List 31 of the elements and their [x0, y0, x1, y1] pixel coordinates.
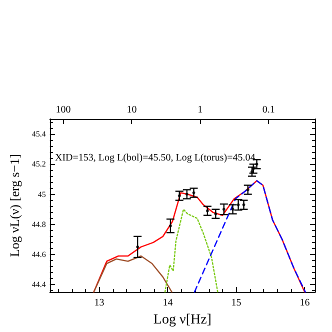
y-tick-label: 44.4: [32, 280, 46, 290]
y-tick-label: 45.4: [32, 130, 46, 139]
point: [242, 203, 246, 206]
x2-tick-label: 1: [198, 104, 203, 116]
line-series: [194, 180, 306, 293]
annotation: XID=153, Log L(bol)=45.50, Log L(torus)=45.04: [55, 152, 256, 164]
y-axis-title: Log νL(ν) [erg s−1]: [7, 154, 22, 258]
line-series: [164, 208, 218, 293]
point: [185, 192, 188, 196]
x-tick-label: 13: [94, 298, 104, 309]
x-tick-label: 15: [231, 298, 242, 309]
x2-tick-label: 10: [126, 104, 137, 116]
point: [192, 191, 196, 194]
x-tick-label: 14: [162, 298, 173, 309]
y-tick-label: 45.2: [32, 160, 46, 169]
point: [168, 224, 172, 228]
y-tick-label: 44.6: [32, 250, 46, 259]
line-series: [93, 255, 172, 293]
x-tick-label: 16: [300, 298, 310, 309]
point: [136, 245, 140, 248]
x2-tick-label: 100: [56, 104, 71, 116]
point: [214, 212, 218, 216]
point: [222, 208, 226, 211]
point: [231, 208, 234, 211]
y-tick-label: 44.8: [32, 220, 46, 229]
y-tick-label: 45: [38, 190, 46, 199]
x2-tick-label: 0.1: [262, 104, 275, 116]
point: [206, 209, 209, 212]
x-axis-title: Log ν[Hz]: [153, 312, 212, 328]
point: [255, 162, 258, 166]
point: [236, 203, 240, 206]
